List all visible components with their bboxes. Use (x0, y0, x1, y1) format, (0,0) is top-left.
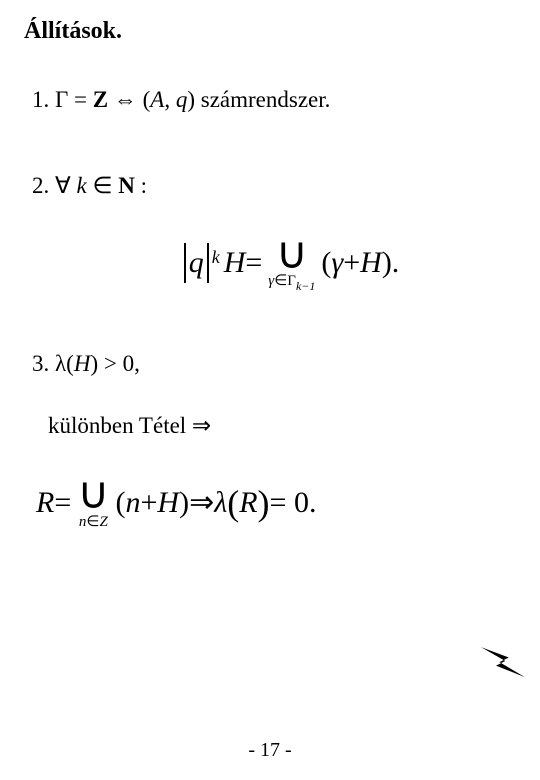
eq2-equals: = (54, 486, 71, 520)
eq2-lparen2: ( (227, 482, 239, 524)
stmt1-q: q (176, 87, 188, 112)
eq1-gamma: γ (331, 246, 343, 280)
eq2-R2: R (239, 486, 257, 520)
eq2-union: ∪ n∈Z (77, 475, 109, 529)
stmt1-Z: Z (93, 87, 108, 112)
eq1-close: ). (382, 246, 400, 280)
stmt3-H: H (74, 351, 91, 376)
eq2-rparen2: ) (258, 482, 270, 524)
stmt2-N: N (118, 173, 135, 198)
eq2-H: H (157, 486, 179, 520)
eq2-union-sub: n∈Z (79, 515, 108, 530)
eq1-equals: = (245, 246, 262, 280)
eq1-H2: H (360, 246, 382, 280)
eq2-implies: ⇒ (189, 485, 214, 520)
eq1-sub-in-gamma: ∈Γ (274, 273, 296, 289)
stmt3-num: 3. (32, 351, 55, 376)
eq2-lambda: λ (214, 486, 227, 520)
section-heading: Állítások. (24, 18, 516, 45)
union-icon: ∪ (276, 235, 308, 272)
eq2-rparen: ) (179, 486, 189, 520)
stmt1-A: A (150, 87, 164, 112)
eq1-sub-k1: k−1 (296, 279, 315, 293)
stmt3-lambda-l: λ( (55, 351, 74, 376)
lightning-bolt-icon (474, 632, 532, 690)
eq1-plus: + (343, 246, 360, 280)
eq1-q: q (189, 246, 204, 280)
statement-3: 3. λ(H) > 0, (32, 351, 516, 377)
eq1-union-sub: γ∈Γk−1 (268, 274, 315, 291)
stmt1-iff-paren: ⇔ ( (108, 87, 150, 112)
stmt2-num: 2. (32, 173, 55, 198)
statement-2: 2. ∀ k ∈ N : (32, 173, 516, 199)
otherwise-line: különben Tétel ⇒ (48, 413, 516, 439)
stmt2-k: k (76, 173, 86, 198)
stmt2-forall: ∀ (55, 173, 76, 198)
eq2-R: R (36, 486, 54, 520)
equation-2: R = ∪ n∈Z (n + H) ⇒ λ(R)= 0. (24, 475, 516, 529)
stmt3-tail: ) > 0, (90, 351, 139, 376)
eq1-abs-q: q (181, 243, 212, 283)
eq2-lparen: ( (115, 486, 125, 520)
page-number: - 17 - (0, 739, 540, 762)
stmt1-tail: ) számrendszer. (187, 87, 330, 112)
eq2-plus: + (140, 486, 157, 520)
stmt2-in: ∈ (87, 173, 119, 198)
stmt1-num: 1. (32, 87, 55, 112)
eq2-eq0: = 0. (270, 486, 317, 520)
stmt2-colon: : (135, 173, 147, 198)
equation-1: qk H = ∪ γ∈Γk−1 (γ + H). (24, 235, 516, 291)
eq2-n: n (125, 486, 140, 520)
stmt1-gamma-eq: Γ = (55, 87, 93, 112)
eq1-union: ∪ γ∈Γk−1 (268, 235, 315, 291)
eq1-lparen: ( (321, 246, 331, 280)
statement-1: 1. Γ = Z ⇔ (A, q) számrendszer. (32, 87, 516, 113)
eq2-sub-Z: Z (99, 514, 107, 530)
eq1-exp-k: k (212, 247, 220, 268)
union-icon: ∪ (77, 475, 109, 512)
eq2-sub-in: ∈ (86, 514, 99, 530)
eq1-H: H (224, 246, 246, 280)
stmt1-comma: , (164, 87, 176, 112)
